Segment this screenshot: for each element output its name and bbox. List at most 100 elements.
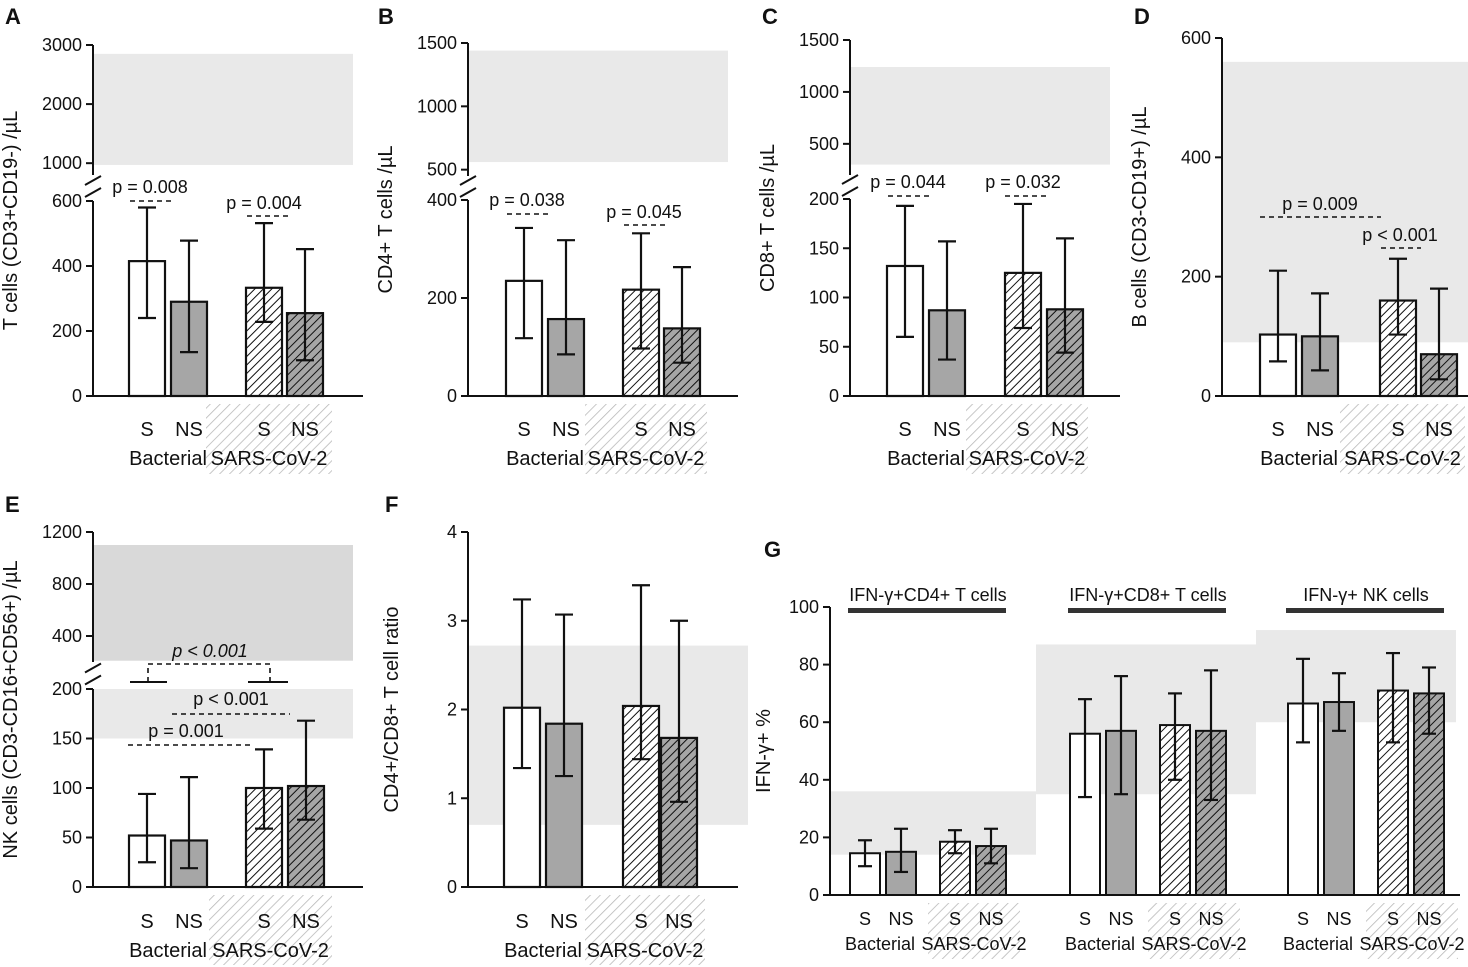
- y-tick-label: 3: [447, 611, 457, 631]
- x-tick-label: S: [1016, 419, 1029, 441]
- p-value-label: p = 0.009: [1282, 194, 1358, 214]
- y-tick-label: 0: [72, 386, 82, 406]
- group-label-bacterial: Bacterial: [1260, 448, 1338, 470]
- significance-bracket: [147, 663, 271, 682]
- y-tick-label-upper: 500: [809, 134, 839, 154]
- p-value-label: p = 0.008: [112, 177, 188, 197]
- axis-break-gap: [842, 178, 858, 196]
- y-tick-label: 200: [1181, 267, 1211, 287]
- bar-ns-bacterial: [1323, 701, 1355, 896]
- p-value-label: p = 0.032: [985, 172, 1061, 192]
- group-label-sars-cov-2: SARS-CoV-2: [1344, 448, 1461, 470]
- y-tick-label: 400: [1181, 147, 1211, 167]
- x-tick-label: S: [257, 911, 270, 933]
- x-tick-label: NS: [291, 419, 319, 441]
- y-tick-label-upper: 3000: [42, 35, 82, 55]
- y-tick-label: 0: [1201, 386, 1211, 406]
- x-tick-label: S: [1387, 909, 1399, 929]
- x-tick-label: S: [1297, 909, 1309, 929]
- x-tick-label: NS: [665, 911, 693, 933]
- axis-break-mark: [841, 186, 859, 197]
- group-label-bacterial: Bacterial: [1283, 934, 1353, 954]
- x-tick-label: NS: [550, 911, 578, 933]
- x-tick-label: NS: [668, 419, 696, 441]
- upper-reference-band: [468, 50, 728, 163]
- y-tick-label: 100: [789, 597, 819, 617]
- group-label-bacterial: Bacterial: [845, 934, 915, 954]
- group-label-sars-cov-2: SARS-CoV-2: [587, 940, 704, 962]
- reference-band: [1222, 61, 1468, 343]
- x-tick-label: NS: [1051, 419, 1079, 441]
- x-tick-label: NS: [933, 419, 961, 441]
- group-label-bacterial: Bacterial: [504, 940, 582, 962]
- y-tick-label: 0: [447, 877, 457, 897]
- x-tick-label: S: [257, 419, 270, 441]
- x-tick-label: S: [1169, 909, 1181, 929]
- panel-letter: F: [385, 492, 398, 517]
- y-tick-label: 200: [52, 679, 82, 699]
- sars-label-background: [1340, 404, 1465, 474]
- reference-band: [93, 689, 353, 739]
- y-axis-label: B cells (CD3-CD19+) /µL: [1129, 106, 1151, 327]
- group-label-sars-cov-2: SARS-CoV-2: [921, 934, 1026, 954]
- subset-title: IFN-γ+CD4+ T cells: [849, 585, 1006, 605]
- y-tick-label: 400: [427, 190, 457, 210]
- y-tick-label: 1: [447, 788, 457, 808]
- x-tick-label: S: [1079, 909, 1091, 929]
- x-tick-label: NS: [1416, 909, 1441, 929]
- sars-label-background: [206, 404, 332, 474]
- x-tick-label: S: [859, 909, 871, 929]
- upper-reference-band: [850, 67, 1110, 165]
- bar-s-sars-cov-2: [1378, 299, 1418, 398]
- y-tick-label-upper: 1500: [799, 30, 839, 50]
- p-value-label: p < 0.001: [193, 689, 269, 709]
- axis-break-gap: [85, 179, 101, 197]
- y-tick-label-upper: 1000: [42, 153, 82, 173]
- p-value-label: p = 0.004: [226, 193, 302, 213]
- group-label-sars-cov-2: SARS-CoV-2: [212, 940, 329, 962]
- y-tick-label: 600: [52, 191, 82, 211]
- p-value-label: p = 0.044: [870, 172, 946, 192]
- x-tick-label: NS: [888, 909, 913, 929]
- y-tick-label-upper: 1000: [417, 96, 457, 116]
- panel-letter: D: [1134, 4, 1150, 29]
- x-tick-label: NS: [292, 911, 320, 933]
- x-tick-label: NS: [1108, 909, 1133, 929]
- y-tick-label: 2: [447, 700, 457, 720]
- y-tick-label: 150: [52, 729, 82, 749]
- panel-letter: A: [5, 4, 21, 29]
- p-value-label: p < 0.001: [1362, 225, 1438, 245]
- group-label-sars-cov-2: SARS-CoV-2: [211, 448, 328, 470]
- x-tick-label: S: [140, 911, 153, 933]
- x-tick-label: NS: [1326, 909, 1351, 929]
- x-tick-label: S: [898, 419, 911, 441]
- upper-reference-band: [93, 545, 353, 661]
- x-tick-label: S: [1391, 419, 1404, 441]
- subset-title: IFN-γ+CD8+ T cells: [1069, 585, 1226, 605]
- group-label-sars-cov-2: SARS-CoV-2: [588, 448, 705, 470]
- p-value-label: p = 0.045: [606, 202, 682, 222]
- x-tick-label: NS: [1198, 909, 1223, 929]
- x-tick-label: NS: [552, 419, 580, 441]
- x-tick-label: S: [140, 419, 153, 441]
- x-tick-label: S: [634, 911, 647, 933]
- group-label-bacterial: Bacterial: [1065, 934, 1135, 954]
- axis-break-mark: [459, 175, 477, 186]
- group-label-bacterial: Bacterial: [506, 448, 584, 470]
- x-tick-label: NS: [1306, 419, 1334, 441]
- y-tick-label: 20: [799, 827, 819, 847]
- axis-break-mark: [841, 174, 859, 185]
- y-tick-label: 200: [427, 288, 457, 308]
- group-label-sars-cov-2: SARS-CoV-2: [1141, 934, 1246, 954]
- subset-title: IFN-γ+ NK cells: [1303, 585, 1429, 605]
- y-tick-label: 600: [1181, 28, 1211, 48]
- sars-label-background: [1148, 903, 1240, 959]
- y-tick-label: 80: [799, 655, 819, 675]
- y-tick-label: 200: [52, 321, 82, 341]
- y-tick-label: 100: [809, 288, 839, 308]
- y-tick-label: 0: [447, 386, 457, 406]
- y-tick-label: 200: [809, 189, 839, 209]
- upper-reference-band: [93, 53, 353, 165]
- subset-header-bar: [1286, 608, 1444, 613]
- subset-header-bar: [848, 608, 1006, 613]
